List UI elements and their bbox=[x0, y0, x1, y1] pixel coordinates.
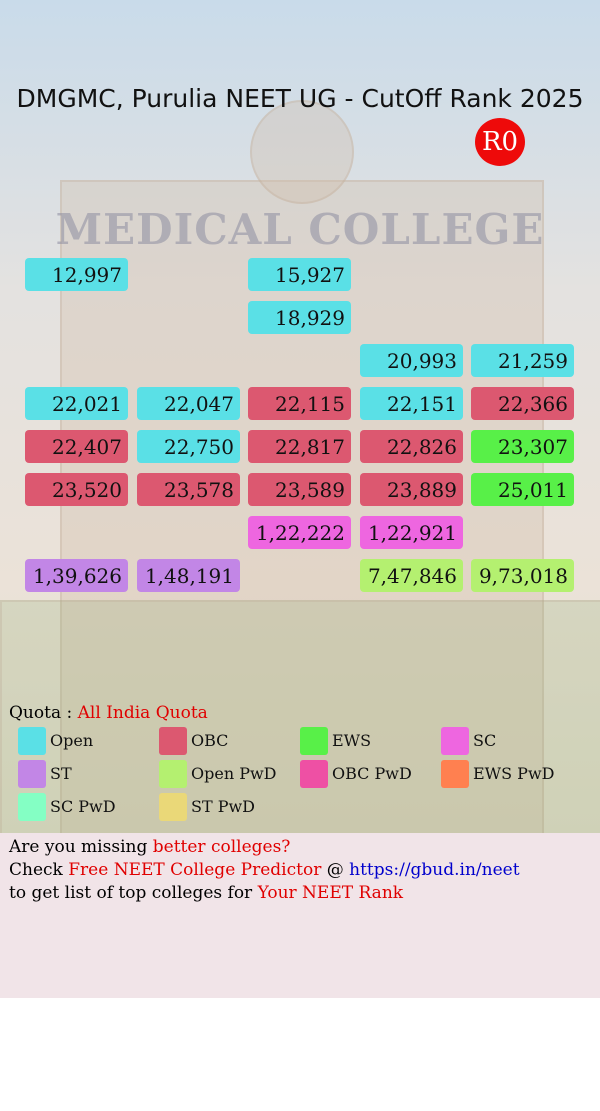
legend-swatch bbox=[18, 727, 46, 755]
legend-label: ST bbox=[50, 764, 72, 783]
rank-cell: 23,307 bbox=[471, 430, 574, 463]
rank-cell: 22,407 bbox=[25, 430, 128, 463]
rank-cell: 23,578 bbox=[137, 473, 240, 506]
rank-cell: 1,22,921 bbox=[360, 516, 463, 549]
legend-label: ST PwD bbox=[191, 797, 256, 816]
legend-label: EWS bbox=[332, 731, 372, 750]
footer-text: Free NEET College Predictor bbox=[68, 860, 322, 880]
footer-line: Check Free NEET College Predictor @ http… bbox=[9, 860, 520, 880]
rank-cell: 22,366 bbox=[471, 387, 574, 420]
legend-label: Open PwD bbox=[191, 764, 277, 783]
footer-text: https://gbud.in/neet bbox=[349, 860, 520, 880]
legend-swatch bbox=[18, 760, 46, 788]
rank-cell: 23,520 bbox=[25, 473, 128, 506]
round-badge: R0 bbox=[475, 118, 525, 166]
rank-cell: 18,929 bbox=[248, 301, 351, 334]
footer-text: Your NEET Rank bbox=[257, 883, 404, 903]
legend-label: OBC PwD bbox=[332, 764, 412, 783]
rank-cell: 9,73,018 bbox=[471, 559, 574, 592]
footer-text: to get list of top colleges for bbox=[9, 883, 258, 903]
rank-cell: 1,22,222 bbox=[248, 516, 351, 549]
legend-label: Open bbox=[50, 731, 94, 750]
legend-swatch bbox=[300, 727, 328, 755]
legend-swatch bbox=[159, 760, 187, 788]
legend-swatch bbox=[159, 727, 187, 755]
rank-cell: 20,993 bbox=[360, 344, 463, 377]
footer-line: to get list of top colleges for Your NEE… bbox=[9, 883, 403, 903]
rank-cell: 1,48,191 bbox=[137, 559, 240, 592]
rank-cell: 22,817 bbox=[248, 430, 351, 463]
rank-cell: 22,021 bbox=[25, 387, 128, 420]
rank-cell: 22,826 bbox=[360, 430, 463, 463]
rank-cell: 22,151 bbox=[360, 387, 463, 420]
footer-text: Check bbox=[9, 860, 69, 880]
trees bbox=[0, 600, 600, 833]
rank-cell: 23,889 bbox=[360, 473, 463, 506]
rank-cell: 15,927 bbox=[248, 258, 351, 291]
legend-label: OBC bbox=[191, 731, 229, 750]
footer-line: Are you missing better colleges? bbox=[9, 837, 290, 857]
title: DMGMC, Purulia NEET UG - CutOff Rank 202… bbox=[16, 84, 584, 113]
rank-cell: 22,047 bbox=[137, 387, 240, 420]
rank-cell: 21,259 bbox=[471, 344, 574, 377]
footer-text: better colleges? bbox=[152, 837, 291, 857]
quota-label: Quota : bbox=[9, 703, 73, 723]
footer-text: @ bbox=[321, 860, 350, 880]
legend-swatch bbox=[441, 727, 469, 755]
quota-value: All India Quota bbox=[77, 703, 208, 723]
legend-swatch bbox=[159, 793, 187, 821]
legend-label: SC PwD bbox=[50, 797, 116, 816]
legend-swatch bbox=[300, 760, 328, 788]
footer-text: Are you missing bbox=[9, 837, 153, 857]
legend-label: SC bbox=[473, 731, 497, 750]
rank-cell: 22,115 bbox=[248, 387, 351, 420]
sign: MEDICAL COLLEGE bbox=[55, 205, 545, 254]
rank-cell: 12,997 bbox=[25, 258, 128, 291]
emblem bbox=[250, 100, 354, 204]
rank-cell: 22,750 bbox=[137, 430, 240, 463]
rank-cell: 1,39,626 bbox=[25, 559, 128, 592]
rank-cell: 23,589 bbox=[248, 473, 351, 506]
quota: Quota : All India Quota bbox=[9, 703, 208, 723]
rank-cell: 25,011 bbox=[471, 473, 574, 506]
legend-swatch bbox=[18, 793, 46, 821]
legend-label: EWS PwD bbox=[473, 764, 555, 783]
footer: Are you missing better colleges? Check Fr… bbox=[0, 833, 600, 998]
rank-cell: 7,47,846 bbox=[360, 559, 463, 592]
legend-swatch bbox=[441, 760, 469, 788]
